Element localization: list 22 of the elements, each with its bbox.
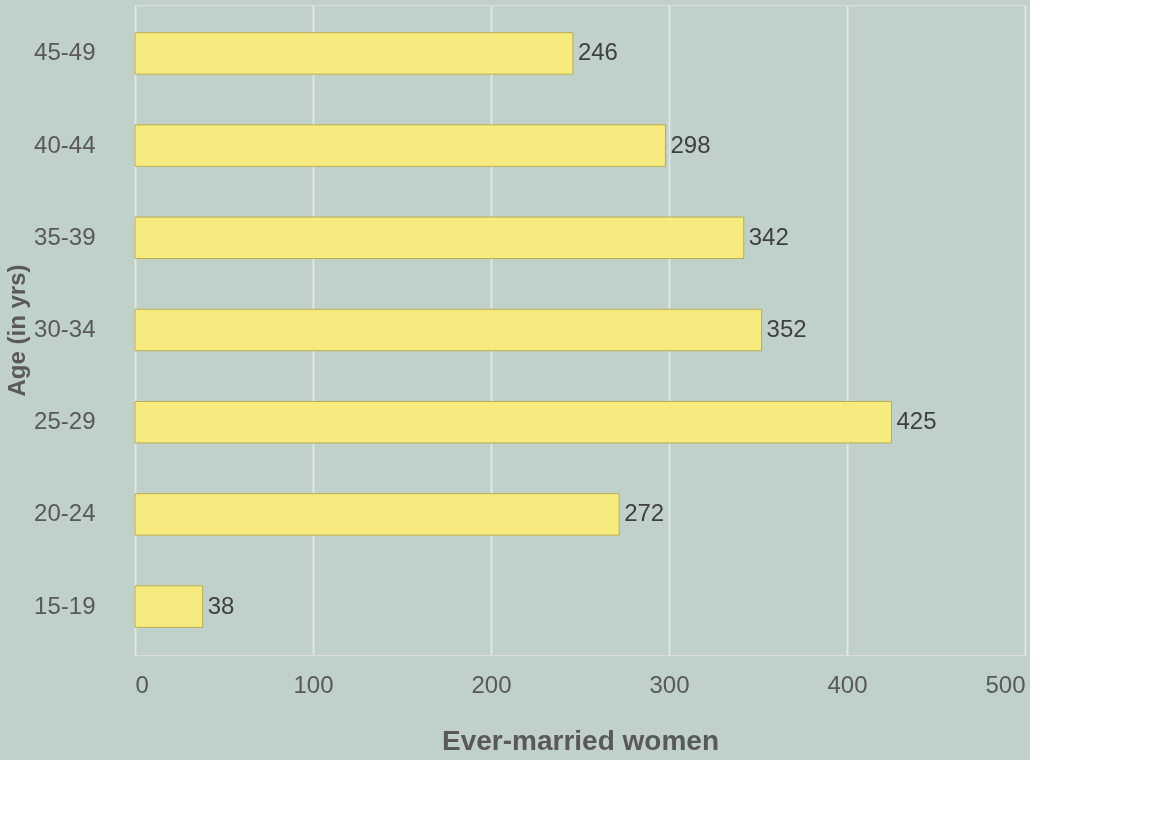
y-axis-title: Age (in yrs): [3, 264, 31, 397]
data-label: 425: [896, 407, 937, 435]
data-label: 38: [207, 591, 235, 619]
y-tick-label: 25-29: [34, 407, 96, 435]
x-tick-label: 200: [471, 670, 512, 698]
x-tick-label: 0: [135, 670, 149, 698]
data-label: 246: [577, 38, 618, 66]
y-tick-label: 20-24: [34, 499, 96, 527]
x-tick-label: 100: [293, 670, 334, 698]
data-label: 352: [766, 315, 807, 342]
y-tick-label: 45-49: [34, 38, 96, 66]
y-tick-label: 35-39: [34, 222, 96, 250]
x-tick-label: 500: [985, 670, 1026, 698]
y-tick-label: 40-44: [34, 130, 96, 158]
x-tick-label: 400: [827, 670, 868, 698]
data-label: 342: [748, 222, 789, 250]
data-label: 298: [670, 130, 711, 158]
x-tick-label: 300: [649, 670, 690, 698]
data-label: 272: [624, 499, 665, 527]
y-tick-label: 30-34: [34, 315, 96, 342]
x-axis-title: Ever-married women: [442, 724, 719, 756]
y-tick-label: 15-19: [34, 591, 96, 619]
